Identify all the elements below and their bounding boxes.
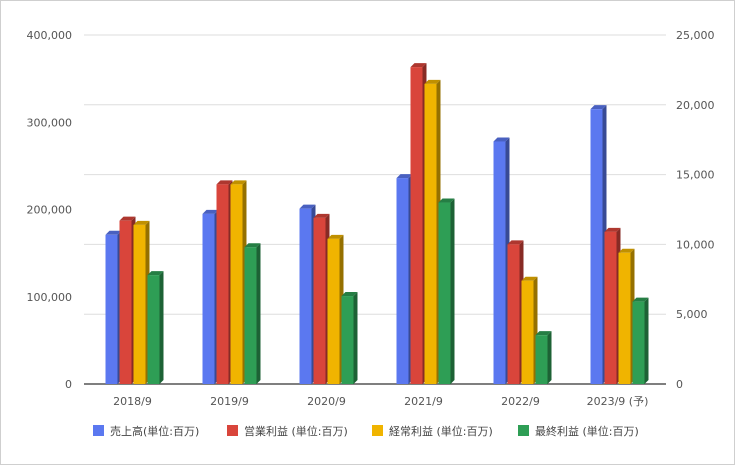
bar (438, 202, 451, 384)
bar-top (299, 204, 316, 209)
bar-top (521, 276, 538, 281)
bar-top (535, 331, 552, 336)
bar (590, 109, 603, 384)
legend-label: 売上高(単位:百万) (110, 424, 199, 438)
bar (230, 184, 243, 384)
x-axis-tick-label: 2021/9 (404, 395, 443, 408)
bar-top (244, 243, 261, 248)
right-axis-tick-label: 0 (676, 378, 683, 391)
legend-label: 経常利益 (単位:百万) (389, 424, 493, 438)
bar (327, 238, 340, 384)
bar (299, 208, 312, 384)
x-axis-tick-label: 2023/9 (予) (587, 395, 649, 408)
bar-top (313, 213, 330, 218)
x-axis-tick-label: 2019/9 (210, 395, 249, 408)
bar (244, 247, 257, 384)
x-axis-tick-label: 2022/9 (501, 395, 540, 408)
bar-side (644, 297, 649, 384)
bar-top (493, 137, 510, 142)
left-axis-tick-label: 400,000 (27, 29, 73, 42)
bar (313, 217, 326, 384)
bar-top (105, 230, 122, 235)
legend-swatch (518, 425, 529, 436)
x-axis-tick-label: 2020/9 (307, 395, 346, 408)
right-axis-tick-label: 15,000 (676, 169, 715, 182)
right-axis-tick-label: 25,000 (676, 29, 715, 42)
bar-top (147, 271, 164, 276)
bar-top (202, 209, 219, 214)
bar-top (590, 105, 607, 110)
bar-top (632, 297, 649, 302)
bar-top (424, 79, 441, 84)
bar (618, 252, 631, 384)
bar-side (159, 271, 164, 384)
bar (521, 280, 534, 384)
bar (535, 335, 548, 384)
bar-top (341, 292, 358, 297)
bar-top (327, 234, 344, 239)
bar-side (547, 331, 552, 384)
bar-top (618, 248, 635, 253)
right-axis-tick-label: 5,000 (676, 308, 708, 321)
bar-top (438, 198, 455, 203)
right-axis-tick-label: 20,000 (676, 99, 715, 112)
bar (507, 244, 520, 384)
bar-top (410, 63, 427, 68)
bar (133, 224, 146, 384)
legend-swatch (227, 425, 238, 436)
legend-swatch (372, 425, 383, 436)
bar (202, 213, 215, 384)
bar-top (230, 180, 247, 185)
x-axis-tick-label: 2018/9 (113, 395, 152, 408)
bar (147, 275, 160, 384)
bar (105, 234, 118, 384)
bar (396, 178, 409, 384)
bar (493, 141, 506, 384)
bar-top (396, 174, 413, 179)
bar-side (256, 243, 261, 384)
bar (604, 231, 617, 384)
bar-side (450, 198, 455, 384)
bar (424, 83, 437, 385)
bar-top (119, 216, 136, 221)
bar-top (133, 220, 150, 225)
bar (410, 67, 423, 384)
bar-top (507, 240, 524, 245)
bar-top (216, 180, 233, 185)
bar-side (353, 292, 358, 384)
left-axis-tick-label: 0 (65, 378, 72, 391)
legend-label: 営業利益 (単位:百万) (244, 424, 348, 438)
bar (119, 220, 132, 384)
right-axis-tick-label: 10,000 (676, 238, 715, 251)
bar (341, 296, 354, 384)
left-axis-tick-label: 100,000 (27, 291, 73, 304)
bar (216, 184, 229, 384)
bar-top (604, 227, 621, 232)
bar (632, 301, 645, 384)
left-axis-tick-label: 300,000 (27, 116, 73, 129)
left-axis-tick-label: 200,000 (27, 204, 73, 217)
legend-label: 最終利益 (単位:百万) (535, 424, 639, 438)
legend-swatch (93, 425, 104, 436)
